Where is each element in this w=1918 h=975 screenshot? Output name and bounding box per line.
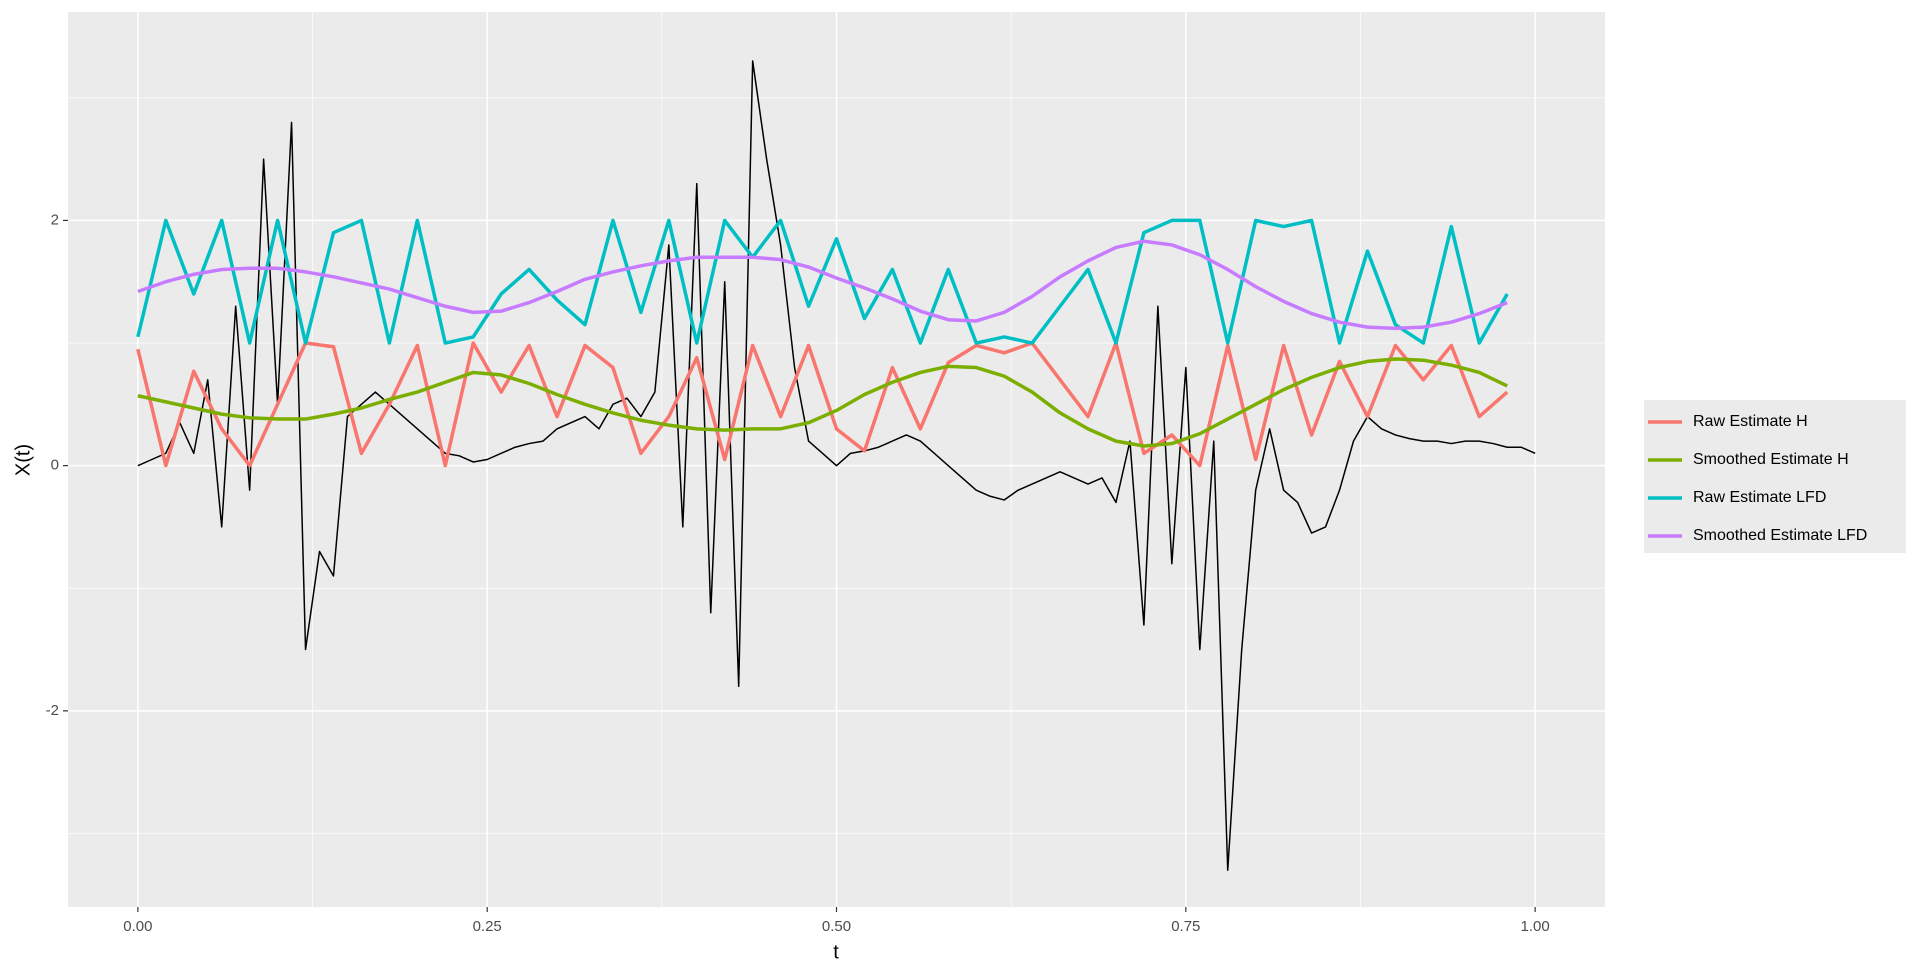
x-tick-label: 1.00 [1521, 918, 1550, 935]
legend-label: Smoothed Estimate LFD [1693, 527, 1867, 544]
legend-label: Raw Estimate H [1693, 413, 1808, 430]
legend-box [1644, 400, 1906, 553]
x-tick-label: 0.50 [822, 918, 851, 935]
y-tick-label: -2 [46, 702, 59, 719]
legend-label: Raw Estimate LFD [1693, 489, 1826, 506]
series-line [136, 341, 1509, 468]
legend-label: Smoothed Estimate H [1693, 451, 1849, 468]
series-line [137, 239, 1508, 331]
series-line [137, 60, 1536, 871]
series-line [137, 357, 1508, 448]
x-tick-label: 0.00 [123, 918, 152, 935]
x-tick-label: 0.25 [473, 918, 502, 935]
y-tick-label: 2 [51, 211, 59, 228]
x-axis-title: t [833, 941, 839, 963]
x-tick-label: 0.75 [1171, 918, 1200, 935]
y-axis-title: X(t) [12, 444, 34, 476]
y-tick-label: 0 [51, 457, 59, 474]
